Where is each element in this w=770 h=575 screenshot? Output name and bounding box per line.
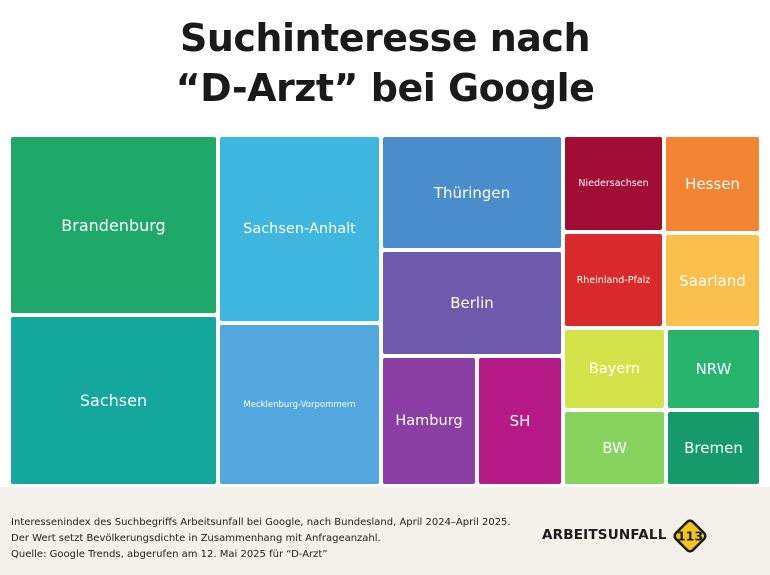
chart-title-line-1: Suchinteresse nach [179, 16, 591, 60]
treemap-tile-nrw: NRW [668, 330, 759, 408]
treemap-tile-niedersachsen: Niedersachsen [565, 137, 662, 230]
treemap-tile-hessen: Hessen [666, 137, 759, 231]
treemap-tile-bayern: Bayern [565, 330, 664, 408]
treemap-tile-berlin: Berlin [383, 252, 561, 354]
footer-panel: Interessenindex des Suchbegriffs Arbeits… [0, 487, 770, 575]
treemap-tile-rheinland-pfalz: Rheinland-Pfalz [565, 234, 662, 326]
treemap-tile-bremen: Bremen [668, 412, 759, 484]
warning-sign-badge-icon: 113 [673, 519, 707, 553]
treemap-tile-saarland: Saarland [666, 235, 759, 326]
brand-logo-text: ARBEITSUNFALL [542, 527, 667, 543]
footer-note-source: Quelle: Google Trends, abgerufen am 12. … [11, 549, 328, 560]
badge-number: 113 [677, 529, 703, 544]
treemap-tile-hamburg: Hamburg [383, 358, 475, 484]
treemap-tile-sachsen-anhalt: Sachsen-Anhalt [220, 137, 379, 321]
treemap-tile-sh: SH [479, 358, 561, 484]
footer-note-method: Der Wert setzt Bevölkerungsdichte in Zus… [11, 533, 381, 544]
treemap-tile-sachsen: Sachsen [11, 317, 216, 484]
chart-title-line-2: “D-Arzt” bei Google [175, 66, 595, 110]
treemap-tile-mecklenburg-vorpommern: Mecklenburg-Vorpommern [220, 325, 379, 484]
treemap-tile-bw: BW [565, 412, 664, 484]
footer-note-description: Interessenindex des Suchbegriffs Arbeits… [11, 517, 511, 528]
treemap-tile-thueringen: Thüringen [383, 137, 561, 248]
treemap-tile-brandenburg: Brandenburg [11, 137, 216, 313]
